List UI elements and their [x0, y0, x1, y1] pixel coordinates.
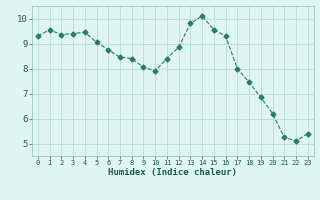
- X-axis label: Humidex (Indice chaleur): Humidex (Indice chaleur): [108, 168, 237, 177]
